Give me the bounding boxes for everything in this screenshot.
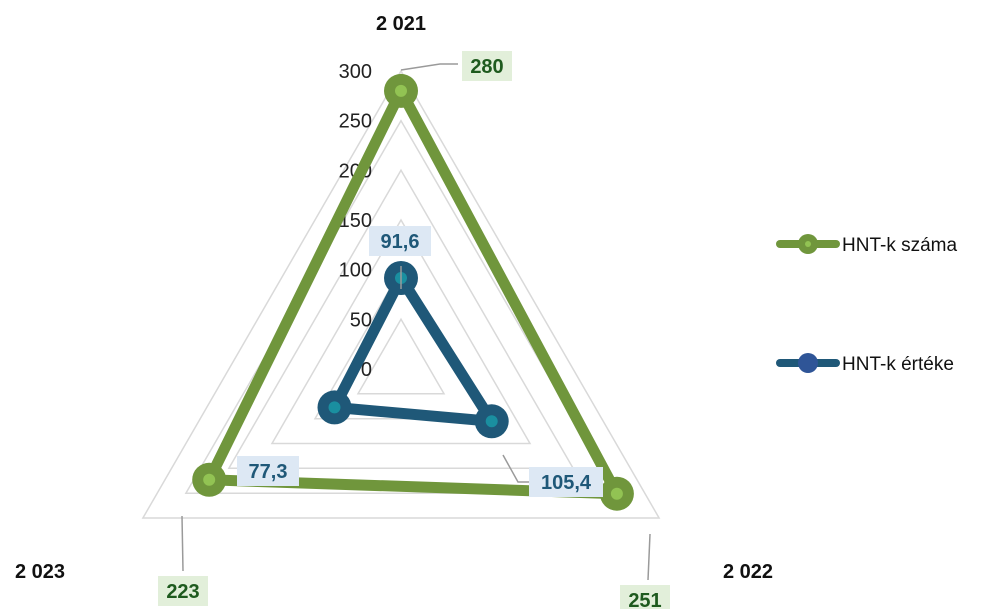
tick-label: 150: [339, 210, 372, 232]
grid-ring: [270, 218, 532, 445]
label-leader-line: [502, 454, 530, 483]
grid-ring: [356, 317, 446, 395]
legend-label[interactable]: HNT-k száma: [842, 235, 958, 256]
data-label: 223: [166, 581, 199, 603]
data-label-box: [158, 576, 208, 606]
series-line: [329, 272, 498, 427]
data-label: 77,3: [249, 461, 288, 483]
data-labels: 280 251 223 91,6 105,4 77,3: [158, 51, 670, 609]
data-label-box: [620, 585, 670, 609]
data-label-box: [462, 51, 512, 81]
legend-label[interactable]: HNT-k értéke: [842, 354, 954, 375]
label-leader-line: [647, 533, 651, 581]
tick-label: 250: [339, 111, 372, 133]
tick-label: 300: [339, 61, 372, 83]
grid-ring: [184, 119, 618, 494]
label-leader-line: [181, 515, 184, 572]
label-leader-line: [400, 63, 458, 71]
data-label-box: [237, 456, 299, 486]
tick-label: 50: [350, 309, 372, 331]
category-labels: 2 021 2 022 2 023: [15, 13, 773, 583]
legend-marker: [798, 353, 818, 373]
tick-label: 0: [361, 359, 372, 381]
category-label: 2 023: [15, 561, 65, 583]
series-marker-center: [485, 415, 498, 428]
data-label: 91,6: [381, 231, 420, 253]
data-label-box: [529, 467, 603, 497]
series-marker-center: [328, 401, 341, 414]
category-label: 2 022: [723, 561, 773, 583]
series-marker-center: [395, 84, 407, 97]
legend-marker-center: [805, 241, 811, 247]
grid-ring: [227, 168, 575, 470]
data-label-box: [369, 226, 431, 256]
series-line: [203, 85, 623, 500]
series-marker-center: [203, 473, 216, 486]
data-label: 280: [470, 56, 503, 78]
series-marker-center: [610, 487, 623, 500]
tick-label: 100: [339, 260, 372, 282]
grid-ring: [141, 69, 661, 519]
data-label: 251: [628, 590, 661, 609]
series-layer: [192, 73, 634, 511]
data-label: 105,4: [541, 472, 592, 494]
legend: HNT-k száma HNT-k értéke: [776, 234, 958, 375]
category-label: 2 021: [376, 13, 426, 35]
